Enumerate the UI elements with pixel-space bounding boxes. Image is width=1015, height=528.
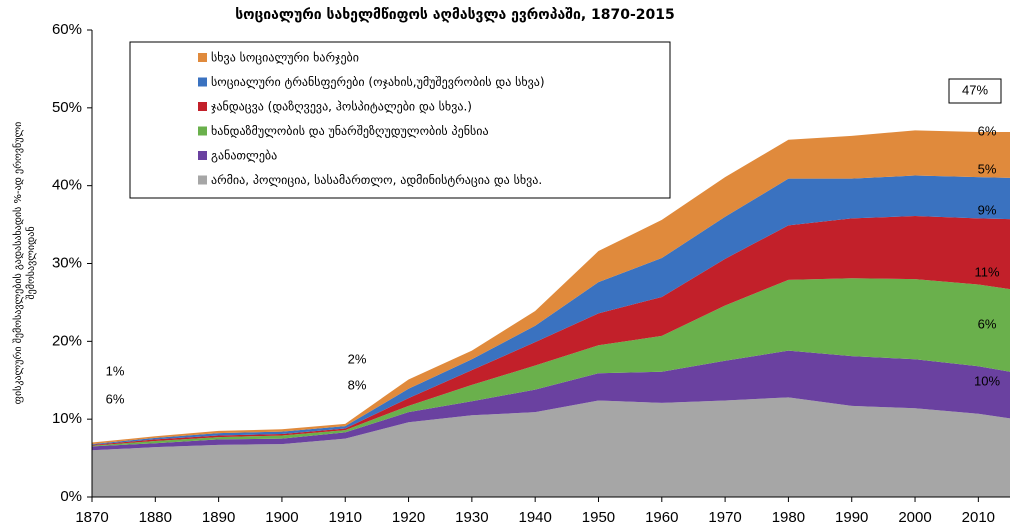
y-tick-label: 30% bbox=[52, 254, 82, 271]
x-tick-label: 1870 bbox=[75, 509, 108, 526]
annotation: 8% bbox=[348, 377, 367, 392]
x-tick-label: 1940 bbox=[518, 509, 551, 526]
area bbox=[92, 130, 1010, 445]
y-label: ფისკალური შემოსავლების გადასახადის %-ად … bbox=[12, 122, 24, 405]
x-tick-label: 2010 bbox=[962, 509, 995, 526]
y-tick-label: 0% bbox=[60, 488, 82, 505]
legend-label: სოციალური ტრანსფერები (ოჯახის,უმუშევრობი… bbox=[211, 75, 545, 89]
area bbox=[92, 175, 1010, 445]
area bbox=[92, 350, 1010, 451]
y-label: შემოსავლიდან bbox=[25, 226, 37, 299]
legend-swatch bbox=[198, 53, 207, 62]
x-tick-label: 1910 bbox=[329, 509, 362, 526]
area bbox=[92, 216, 1010, 446]
x-tick-label: 1990 bbox=[835, 509, 868, 526]
legend-swatch bbox=[198, 102, 207, 111]
y-tick-label: 50% bbox=[52, 99, 82, 116]
annotation: 10% bbox=[974, 373, 1000, 388]
chart-title: სოციალური სახელმწიფოს აღმასვლა ევროპაში,… bbox=[235, 7, 675, 23]
legend-label: ჯანდაცვა (დაზღვევა, ჰოსპიტალები და სხვა.… bbox=[211, 100, 472, 114]
legend-swatch bbox=[198, 151, 207, 160]
annotation: 11% bbox=[974, 264, 999, 279]
legend-swatch bbox=[198, 126, 207, 136]
x-tick-label: 1950 bbox=[582, 509, 615, 526]
annotation: 1% bbox=[106, 363, 125, 378]
legend-swatch bbox=[198, 77, 207, 87]
x-tick-label: 1900 bbox=[265, 509, 298, 526]
x-tick-label: 1890 bbox=[202, 509, 235, 526]
x-tick-label: 1930 bbox=[455, 509, 488, 526]
annotation-box bbox=[948, 78, 1002, 104]
annotation: 6% bbox=[978, 123, 997, 138]
area bbox=[92, 278, 1010, 447]
y-tick-label: 10% bbox=[52, 410, 82, 427]
x-tick-label: 2000 bbox=[898, 509, 931, 526]
area bbox=[92, 397, 1010, 497]
x-tick-label: 1920 bbox=[392, 509, 425, 526]
legend-box bbox=[129, 41, 671, 199]
annotation: 2% bbox=[348, 351, 367, 366]
annotation: 6% bbox=[978, 316, 997, 331]
y-tick-label: 40% bbox=[52, 177, 82, 194]
annotation: 47% bbox=[962, 82, 988, 97]
annotation: 5% bbox=[978, 161, 997, 176]
y-tick-label: 60% bbox=[52, 21, 82, 38]
annotation: 9% bbox=[978, 202, 997, 217]
legend-label: სხვა სოციალური ხარჯები bbox=[211, 51, 359, 65]
legend-swatch bbox=[198, 175, 207, 185]
x-tick-label: 1880 bbox=[139, 509, 172, 526]
legend-label: არმია, პოლიცია, სასამართლო, ადმინისტრაცი… bbox=[211, 173, 542, 187]
x-tick-label: 1960 bbox=[645, 509, 678, 526]
legend-label: განათლება bbox=[211, 149, 277, 163]
x-tick-label: 1980 bbox=[772, 509, 805, 526]
legend-label: ხანდაზმულობის და უნარშეზღუდულობის პენსია bbox=[211, 124, 489, 138]
y-tick-label: 20% bbox=[52, 332, 82, 349]
x-tick-label: 1970 bbox=[708, 509, 741, 526]
annotation: 6% bbox=[106, 391, 125, 406]
y-axis-title: ფისკალური შემოსავლების გადასახადის %-ად … bbox=[12, 122, 37, 405]
